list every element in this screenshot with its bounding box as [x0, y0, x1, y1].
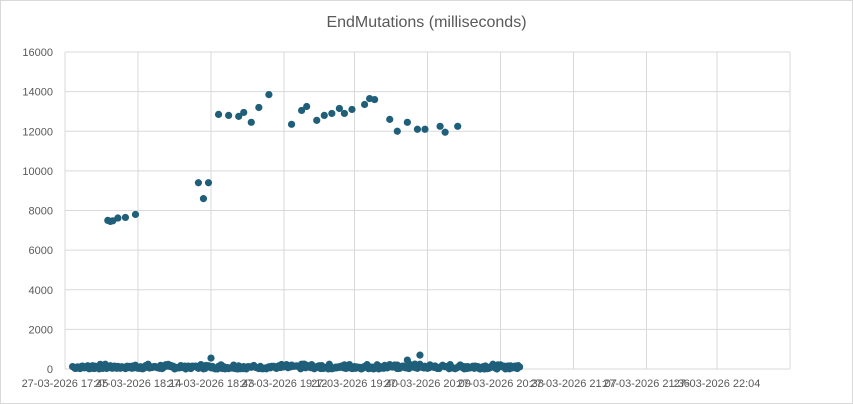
data-point [441, 128, 449, 136]
y-tick-label: 8000 [29, 206, 53, 218]
y-tick-label: 0 [47, 364, 53, 376]
data-point [421, 125, 429, 133]
data-point [204, 179, 213, 187]
x-tick-label: 27-03-2026 19:40 [311, 378, 398, 390]
gridlines [64, 51, 791, 370]
data-point [403, 356, 411, 364]
chart-title: EndMutations (milliseconds) [326, 14, 527, 31]
data-point [454, 122, 462, 130]
y-axis-ticks: 0 2000 4000 6000 8000 10000 12000 14000 16000 [22, 47, 53, 376]
data-point [403, 118, 411, 126]
y-tick-label: 16000 [22, 47, 53, 59]
x-tick-label: 27-03-2026 18:14 [95, 378, 182, 390]
data-point [207, 354, 215, 362]
data-point [413, 125, 422, 133]
data-point [416, 351, 424, 359]
data-points [68, 90, 524, 373]
x-tick-label: 27-03-2026 20:09 [384, 378, 471, 390]
x-tick-label: 27-03-2026 21:36 [603, 378, 690, 390]
data-point [199, 195, 208, 203]
y-tick-label: 12000 [22, 126, 53, 138]
data-point [328, 109, 336, 118]
x-tick-label: 27-03-2026 20:38 [457, 378, 544, 390]
data-point [516, 363, 524, 371]
x-tick-label: 27-03-2026 21:07 [530, 378, 617, 390]
y-tick-label: 10000 [22, 166, 53, 178]
data-point [287, 120, 296, 128]
y-tick-label: 2000 [29, 324, 53, 336]
data-point [214, 110, 223, 119]
data-point [225, 111, 233, 119]
x-tick-label: 27-03-2026 19:12 [241, 378, 328, 390]
data-point [335, 104, 343, 113]
data-point [114, 214, 122, 222]
data-point [371, 95, 379, 104]
data-point [436, 122, 444, 130]
data-point [240, 108, 248, 117]
data-point [303, 102, 311, 111]
data-point [194, 179, 203, 187]
data-point [255, 103, 263, 112]
x-tick-label: 27-03-2026 18:43 [168, 378, 255, 390]
data-point [348, 105, 356, 114]
data-point [393, 127, 401, 135]
y-tick-label: 4000 [29, 285, 53, 297]
data-point [386, 115, 394, 123]
data-point [320, 111, 328, 119]
data-point [121, 213, 130, 222]
data-point [235, 112, 243, 120]
data-point [247, 118, 255, 126]
data-point [340, 109, 349, 118]
data-point [393, 361, 401, 369]
data-point [131, 210, 140, 219]
x-tick-label: 27-03-2026 22:04 [674, 378, 761, 390]
data-point [411, 360, 419, 368]
data-point [360, 100, 369, 109]
y-tick-label: 6000 [29, 245, 53, 257]
data-point [265, 90, 273, 99]
data-point [300, 360, 308, 368]
y-tick-label: 14000 [22, 87, 53, 99]
data-point [313, 116, 321, 124]
data-point [298, 106, 306, 115]
x-tick-label: 27-03-2026 17:45 [22, 378, 109, 390]
